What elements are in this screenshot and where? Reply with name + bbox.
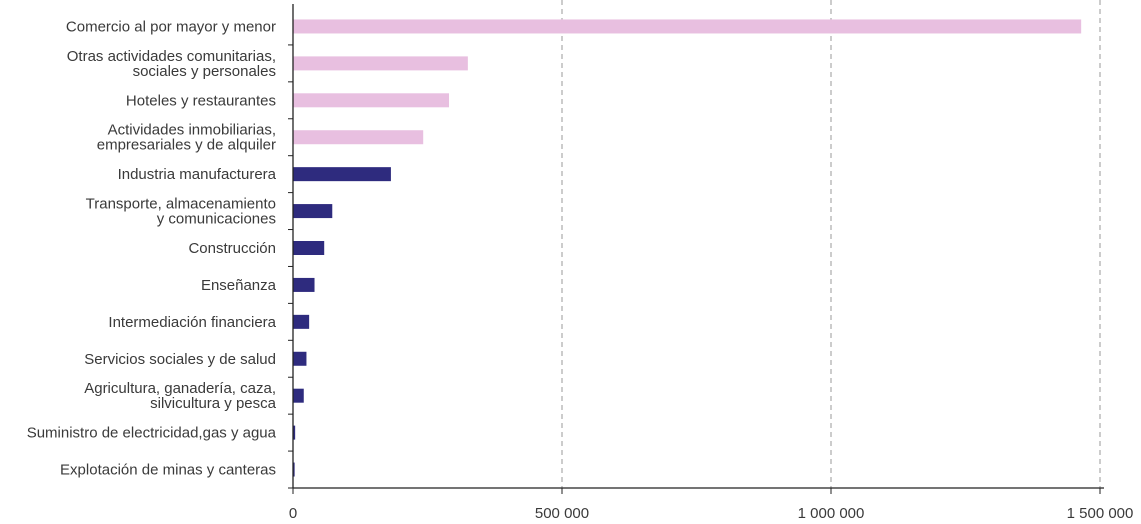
x-tick-label: 1 000 000	[798, 505, 865, 522]
category-label: Comercio al por mayor y menor	[66, 18, 276, 35]
category-label: Industria manufacturera	[118, 166, 277, 183]
category-label: Actividades inmobiliarias, empresariales …	[97, 122, 276, 154]
category-label: Transporte, almacenamiento y comunicacion…	[86, 196, 276, 228]
category-label: Explotación de minas y canteras	[60, 462, 276, 479]
bar	[293, 314, 310, 329]
axes	[288, 4, 1104, 494]
category-label: Hoteles y restaurantes	[126, 92, 276, 109]
x-tick-label: 500 000	[535, 505, 589, 522]
bar	[293, 204, 333, 219]
category-label: Agricultura, ganadería, caza, silvicultur…	[84, 380, 276, 412]
category-label: Construcción	[188, 240, 276, 257]
bar	[293, 462, 295, 477]
bars	[293, 19, 1082, 477]
grid-lines	[561, 0, 1101, 488]
bar	[293, 130, 424, 145]
category-label: Enseñanza	[201, 277, 277, 294]
category-label: Otras actividades comunitarias, sociales …	[67, 48, 276, 80]
category-label: Suministro de electricidad,gas y agua	[27, 425, 277, 442]
bar	[293, 56, 468, 71]
bar	[293, 277, 315, 292]
x-tick-label: 1 500 000	[1067, 505, 1134, 522]
bar	[293, 388, 304, 403]
category-labels: Comercio al por mayor y menor Otras activ…	[27, 18, 277, 478]
bar	[293, 167, 391, 182]
category-label: Intermediación financiera	[108, 314, 276, 331]
bar	[293, 241, 325, 255]
bar	[293, 351, 307, 366]
x-tick-label: 0	[289, 505, 297, 522]
x-tick-labels: 0 500 000 1 000 000 1 500 000	[289, 505, 1134, 522]
bar	[293, 93, 450, 108]
bar	[293, 19, 1082, 34]
category-label: Servicios sociales y de salud	[84, 351, 276, 368]
bar	[293, 425, 296, 440]
